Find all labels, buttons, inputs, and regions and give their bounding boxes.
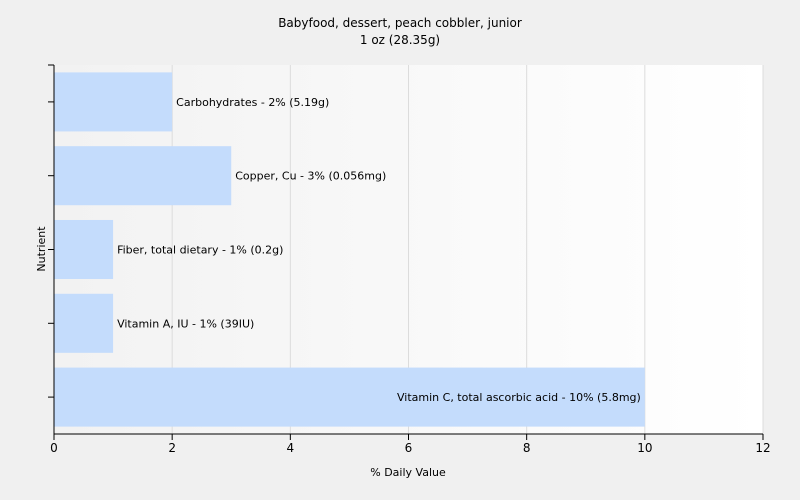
x-tick-label: 4: [287, 441, 295, 455]
x-tick-label: 0: [50, 441, 58, 455]
bar-label: Vitamin C, total ascorbic acid - 10% (5.…: [397, 391, 641, 404]
bar-label: Copper, Cu - 3% (0.056mg): [235, 170, 386, 183]
x-tick-label: 2: [168, 441, 176, 455]
bar-label: Carbohydrates - 2% (5.19g): [176, 96, 329, 109]
x-tick-label: 6: [405, 441, 413, 455]
x-tick-label: 10: [637, 441, 652, 455]
bar: [54, 367, 645, 427]
x-tick-label: 8: [523, 441, 531, 455]
chart-subtitle: 1 oz (28.35g): [360, 33, 440, 47]
x-axis-title: % Daily Value: [370, 466, 446, 479]
bar: [54, 72, 173, 132]
x-tick-label: 12: [755, 441, 770, 455]
axes: 0 2 4 6 8 10 12: [48, 64, 771, 455]
bar: [54, 219, 114, 280]
grid: [171, 65, 764, 434]
bar-label: Fiber, total dietary - 1% (0.2g): [117, 244, 283, 257]
bar: [54, 146, 232, 206]
bar-label: Vitamin A, IU - 1% (39IU): [117, 317, 254, 330]
bar: [54, 293, 114, 353]
bars: Carbohydrates - 2% (5.19g) Copper, Cu - 3…: [54, 72, 645, 427]
chart-title: Babyfood, dessert, peach cobbler, junior: [278, 16, 522, 30]
y-axis-title: Nutrient: [35, 226, 48, 272]
